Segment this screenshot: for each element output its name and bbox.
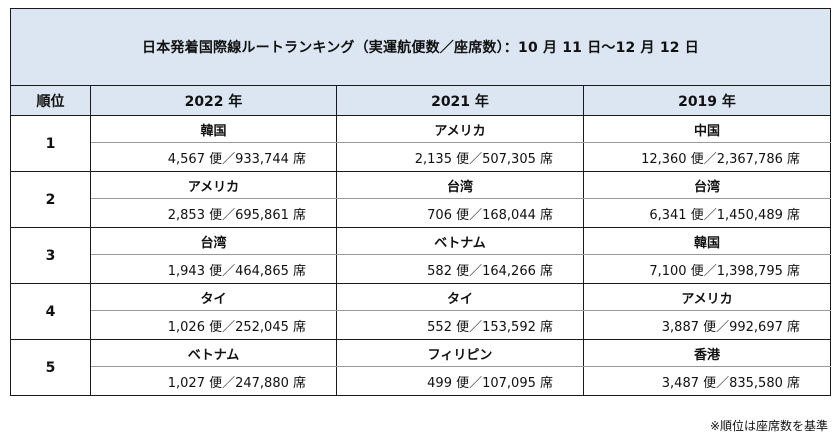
year-header-2019: 2019 年 (582, 85, 832, 116)
country-name: アメリカ (90, 171, 337, 199)
table-row: 3 台湾 ベトナム 韓国 (10, 227, 832, 284)
country-name: フィリピン (336, 339, 584, 367)
flight-seat-stats: 2,135 便／507,305 席 (336, 142, 584, 172)
flight-seat-stats: 499 便／107,095 席 (336, 366, 584, 396)
rank-number: 2 (10, 171, 91, 228)
ranking-table: 日本発着国際線ルートランキング（実運航便数／座席数）：10 月 11 日〜12 … (9, 8, 832, 396)
flight-seat-stats: 1,026 便／252,045 席 (90, 310, 337, 340)
country-name: 台湾 (336, 171, 584, 199)
flight-seat-stats: 706 便／168,044 席 (336, 198, 584, 228)
country-name: 台湾 (90, 227, 337, 255)
title-row: 日本発着国際線ルートランキング（実運航便数／座席数）：10 月 11 日〜12 … (9, 8, 832, 86)
country-name: アメリカ (582, 283, 832, 311)
country-name: ベトナム (90, 339, 337, 367)
flight-seat-stats: 1,027 便／247,880 席 (90, 366, 337, 396)
country-name: 中国 (582, 115, 832, 143)
flight-seat-stats: 3,887 便／992,697 席 (582, 310, 832, 340)
flight-seat-stats: 12,360 便／2,367,786 席 (582, 142, 832, 172)
table-row: 4 タイ タイ アメリカ (10, 283, 832, 340)
country-name: アメリカ (336, 115, 584, 143)
table-row: 1,943 便／464,865 席 582 便／164,266 席 7,100 … (11, 254, 832, 284)
table-row: 4,567 便／933,744 席 2,135 便／507,305 席 12,3… (11, 142, 832, 172)
table-row: 1,026 便／252,045 席 552 便／153,592 席 3,887 … (11, 310, 832, 340)
header-row: 順位 2022 年 2021 年 2019 年 (10, 85, 832, 116)
table-row: 2 アメリカ 台湾 台湾 (10, 171, 832, 228)
flight-seat-stats: 3,487 便／835,580 席 (582, 366, 832, 396)
country-name: タイ (90, 283, 337, 311)
flight-seat-stats: 4,567 便／933,744 席 (90, 142, 337, 172)
rank-number: 1 (10, 115, 91, 172)
rank-number: 4 (10, 283, 91, 340)
table-row: 5 ベトナム フィリピン 香港 (10, 339, 832, 396)
country-name: 台湾 (582, 171, 832, 199)
flight-seat-stats: 7,100 便／1,398,795 席 (582, 254, 832, 284)
country-name: 韓国 (582, 227, 832, 255)
year-header-2022: 2022 年 (90, 85, 337, 116)
country-name: 韓国 (90, 115, 337, 143)
flight-seat-stats: 6,341 便／1,450,489 席 (582, 198, 832, 228)
country-name: ベトナム (336, 227, 584, 255)
rank-header: 順位 (10, 85, 91, 116)
flight-seat-stats: 2,853 便／695,861 席 (90, 198, 337, 228)
table-title: 日本発着国際線ルートランキング（実運航便数／座席数）：10 月 11 日〜12 … (9, 8, 832, 86)
flight-seat-stats: 582 便／164,266 席 (336, 254, 584, 284)
rank-number: 3 (10, 227, 91, 284)
rank-number: 5 (10, 339, 91, 396)
table-row: 1 韓国 アメリカ 中国 (10, 115, 832, 172)
flight-seat-stats: 1,943 便／464,865 席 (90, 254, 337, 284)
year-header-2021: 2021 年 (336, 85, 584, 116)
footnote: ※順位は座席数を基準 (709, 419, 828, 433)
country-name: タイ (336, 283, 584, 311)
table-row: 1,027 便／247,880 席 499 便／107,095 席 3,487 … (11, 366, 832, 396)
flight-seat-stats: 552 便／153,592 席 (336, 310, 584, 340)
country-name: 香港 (582, 339, 832, 367)
table-row: 2,853 便／695,861 席 706 便／168,044 席 6,341 … (11, 198, 832, 228)
